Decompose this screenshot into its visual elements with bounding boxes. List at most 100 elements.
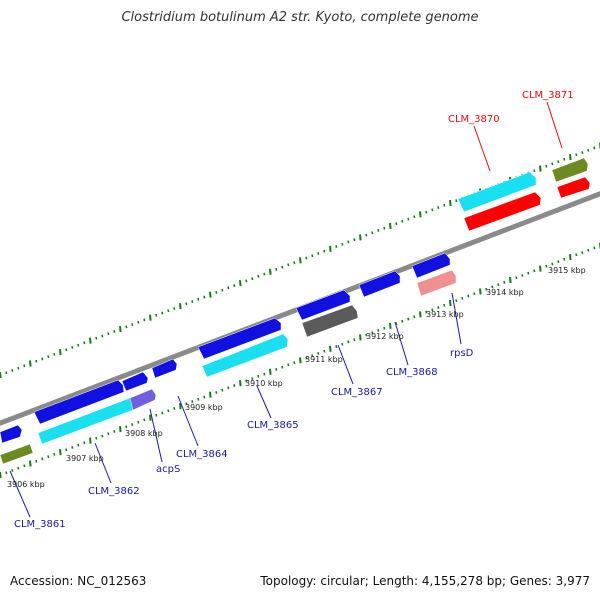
minor-tick (203, 295, 206, 299)
gene-clm-3870-cyan[interactable] (457, 171, 537, 213)
minor-tick (527, 271, 530, 275)
minor-tick (371, 331, 374, 335)
gene-label-clm-3867[interactable]: CLM_3867 (331, 387, 383, 398)
gene-label-rpsd[interactable]: rpsD (450, 348, 474, 359)
minor-tick (551, 162, 554, 166)
minor-tick (581, 151, 584, 154)
minor-tick (521, 274, 524, 277)
gene-clm-3865-cyan[interactable] (201, 333, 289, 378)
gene-rpsd[interactable] (416, 269, 457, 297)
gene-clm-3865-blue[interactable] (197, 317, 282, 360)
minor-tick (347, 340, 350, 344)
gene-label-clm-3871[interactable]: CLM_3871 (522, 90, 574, 101)
gene-clm-3861-lower[interactable] (0, 443, 34, 465)
major-tick (419, 311, 422, 318)
gene-label-clm-3865[interactable]: CLM_3865 (247, 420, 299, 431)
minor-tick (65, 348, 68, 352)
gene-clm-3871-olive[interactable] (551, 157, 589, 183)
minor-tick (293, 261, 296, 265)
major-tick (0, 371, 2, 379)
minor-tick (413, 215, 416, 219)
gene-label-clm-3870[interactable]: CLM_3870 (448, 114, 500, 125)
kbp-label: 3910 kbp (245, 379, 283, 388)
minor-tick (461, 296, 464, 300)
minor-tick (233, 384, 236, 387)
major-tick (209, 291, 212, 298)
minor-tick (365, 333, 368, 337)
minor-tick (341, 242, 344, 246)
gene-clm-3863[interactable] (121, 371, 149, 392)
minor-tick (323, 349, 326, 353)
connector-clm-3871 (546, 101, 563, 149)
minor-tick (365, 233, 368, 237)
genome-summary-text: Topology: circular; Length: 4,155,278 bp… (260, 574, 590, 588)
gene-features (0, 157, 591, 465)
major-tick (89, 437, 92, 444)
minor-tick (497, 283, 500, 287)
minor-tick (77, 343, 80, 347)
gene-clm-3867[interactable] (301, 304, 359, 338)
minor-tick (215, 391, 218, 394)
minor-tick (305, 256, 308, 260)
connector-clm-3865 (256, 385, 272, 419)
gene-clm-3866[interactable] (295, 289, 351, 321)
gene-label-clm-3864[interactable]: CLM_3864 (176, 449, 228, 460)
gene-clm-3862-blue[interactable] (33, 379, 125, 425)
connector-clm-3862 (94, 442, 112, 484)
minor-tick (17, 366, 20, 370)
minor-tick (251, 377, 254, 381)
connector-clm-3870 (473, 125, 491, 172)
minor-tick (287, 363, 290, 367)
minor-tick (455, 199, 458, 203)
gene-clm-3871-red[interactable] (556, 176, 591, 199)
major-tick (119, 326, 122, 333)
gene-label-clm-3868[interactable]: CLM_3868 (386, 367, 438, 378)
minor-tick (377, 329, 380, 332)
minor-tick (533, 169, 536, 173)
minor-tick (101, 434, 104, 438)
major-tick (59, 449, 62, 456)
gene-clm-3868[interactable] (358, 270, 401, 298)
minor-tick (173, 407, 176, 410)
kbp-label: 3909 kbp (185, 403, 223, 412)
gene-label-clm-3861[interactable]: CLM_3861 (14, 519, 66, 530)
minor-tick (425, 210, 428, 214)
gene-clm-3864[interactable] (151, 358, 178, 379)
gene-label-acps[interactable]: acpS (156, 464, 180, 475)
minor-tick (11, 469, 14, 472)
major-tick (509, 276, 512, 284)
major-tick (329, 345, 332, 352)
major-tick (359, 334, 362, 341)
minor-tick (215, 291, 218, 294)
minor-tick (221, 388, 224, 392)
connector-acps (149, 408, 163, 463)
minor-tick (581, 251, 584, 254)
minor-tick (65, 448, 68, 452)
gene-clm-3870-red[interactable] (463, 191, 542, 232)
minor-tick (311, 254, 314, 258)
gene-acps[interactable] (129, 388, 157, 411)
minor-tick (143, 318, 146, 322)
major-tick (569, 154, 572, 161)
kbp-label: 3911 kbp (305, 355, 343, 364)
major-tick (239, 280, 242, 287)
major-tick (179, 403, 182, 410)
minor-tick (83, 441, 86, 445)
major-tick (239, 380, 242, 387)
gene-clm-3869[interactable] (411, 252, 451, 279)
minor-tick (281, 365, 284, 369)
major-tick (539, 265, 542, 272)
minor-tick (407, 217, 410, 221)
gene-label-clm-3862[interactable]: CLM_3862 (88, 486, 140, 497)
minor-tick (143, 418, 146, 422)
minor-tick (41, 457, 44, 461)
minor-tick (131, 423, 134, 426)
minor-tick (251, 277, 254, 281)
minor-tick (107, 332, 110, 336)
minor-tick (131, 323, 134, 326)
gene-clm-3861-upper[interactable] (0, 424, 23, 444)
major-tick (29, 360, 32, 367)
minor-tick (167, 409, 170, 413)
minor-tick (443, 303, 446, 307)
